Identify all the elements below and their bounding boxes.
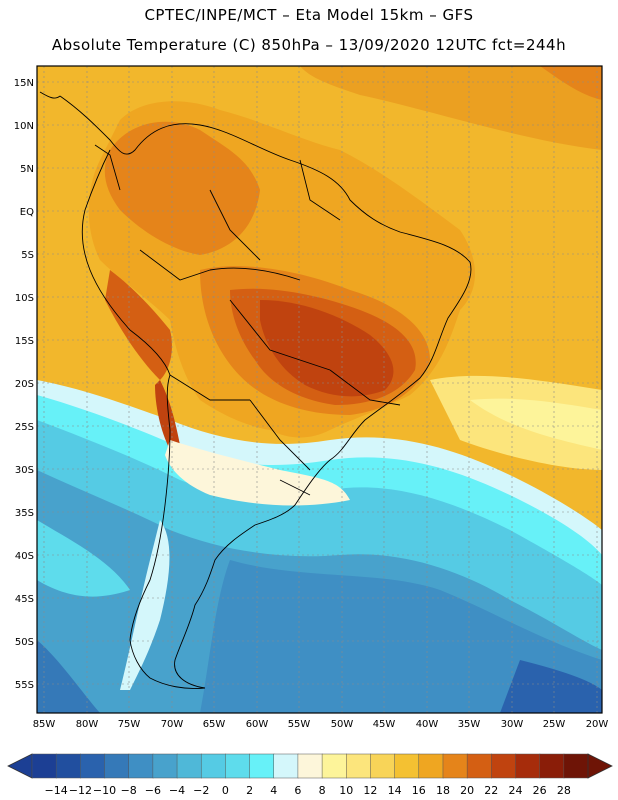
lon-label: 35W xyxy=(458,719,481,730)
colorbar-swatch xyxy=(225,753,251,779)
temperature-field xyxy=(37,66,602,713)
colorbar xyxy=(7,753,613,779)
lat-label: 20S xyxy=(15,379,34,390)
colorbar-swatch xyxy=(55,753,81,779)
colorbar-label: 20 xyxy=(460,784,474,797)
longitude-labels: 85W 80W 75W 70W 65W 60W 55W 50W 45W 40W … xyxy=(33,719,609,730)
lon-label: 55W xyxy=(288,719,311,730)
lat-label: 25S xyxy=(15,422,34,433)
colorbar-swatch xyxy=(31,753,57,779)
lon-label: 40W xyxy=(416,719,439,730)
colorbar-label: 10 xyxy=(339,784,353,797)
colorbar-label: 24 xyxy=(508,784,522,797)
colorbar-swatch xyxy=(297,753,323,779)
lat-label: 35S xyxy=(15,508,34,519)
colorbar-swatch xyxy=(539,753,565,779)
colorbar-swatch xyxy=(394,753,420,779)
lat-label: 10S xyxy=(15,293,34,304)
lat-label: 15N xyxy=(14,78,34,89)
colorbar-swatch xyxy=(80,753,106,779)
colorbar-label: 18 xyxy=(436,784,450,797)
colorbar-label: 4 xyxy=(270,784,277,797)
colorbar-swatch xyxy=(200,753,227,779)
coastlines-and-borders xyxy=(39,91,472,689)
colorbar-label: 6 xyxy=(294,784,301,797)
lon-label: 60W xyxy=(246,719,269,730)
colorbar-label: 16 xyxy=(412,784,426,797)
lon-label: 70W xyxy=(161,719,184,730)
colorbar-label: −4 xyxy=(169,784,185,797)
chart-title-line-2: Absolute Temperature (C) 850hPa – 13/09/… xyxy=(51,36,567,54)
colorbar-arrow-right xyxy=(587,753,613,779)
colorbar-swatch xyxy=(442,753,468,779)
lat-label: 5S xyxy=(21,250,34,261)
lon-label: 50W xyxy=(331,719,354,730)
lat-label: EQ xyxy=(20,207,34,218)
colorbar-swatch xyxy=(491,753,517,779)
chart-title-line-1: CPTEC/INPE/MCT – Eta Model 15km – GFS xyxy=(144,6,474,24)
colorbar-swatch xyxy=(515,753,541,779)
colorbar-swatch xyxy=(128,753,154,779)
colorbar-label: −14 xyxy=(45,784,68,797)
colorbar-label: 28 xyxy=(557,784,571,797)
latitude-labels: 15N 10N 5N EQ 5S 10S 15S 20S 25S 30S 35S… xyxy=(14,78,34,691)
map-frame xyxy=(36,65,603,714)
colorbar-swatch xyxy=(563,753,589,779)
colorbar-arrow-left xyxy=(7,753,33,779)
lat-label: 50S xyxy=(15,637,34,648)
lat-label: 40S xyxy=(15,551,34,562)
colorbar-labels: −14 −12 −10 −8 −6 −4 −2 0 2 4 6 8 10 12 14 16 18 20 22 24 26… xyxy=(45,784,571,797)
colorbar-label: −8 xyxy=(121,784,137,797)
lon-label: 20W xyxy=(586,719,609,730)
colorbar-swatch xyxy=(176,753,202,779)
colorbar-swatch xyxy=(104,753,130,779)
colorbar-label: 22 xyxy=(484,784,498,797)
colorbar-label: −12 xyxy=(69,784,92,797)
colorbar-swatch xyxy=(321,753,347,779)
colorbar-label: 12 xyxy=(363,784,377,797)
colorbar-swatch xyxy=(370,753,396,779)
lat-label: 15S xyxy=(15,336,34,347)
colorbar-swatch xyxy=(466,753,492,779)
colorbar-swatch xyxy=(152,753,178,779)
colorbar-swatch xyxy=(273,753,299,779)
lat-label: 10N xyxy=(14,121,34,132)
colorbar-label: −10 xyxy=(93,784,116,797)
colorbar-swatch xyxy=(346,753,372,779)
lon-label: 85W xyxy=(33,719,56,730)
colorbar-label: −6 xyxy=(145,784,161,797)
colorbar-swatch xyxy=(418,753,444,779)
lon-label: 65W xyxy=(203,719,226,730)
lat-label: 55S xyxy=(15,680,34,691)
colorbar-label: 0 xyxy=(222,784,229,797)
colorbar-label: 2 xyxy=(246,784,253,797)
colorbar-label: 26 xyxy=(533,784,547,797)
lat-label: 30S xyxy=(15,465,34,476)
lon-label: 30W xyxy=(501,719,524,730)
colorbar-label: 8 xyxy=(319,784,326,797)
lon-label: 80W xyxy=(76,719,99,730)
colorbar-label: −2 xyxy=(193,784,209,797)
lon-label: 75W xyxy=(118,719,141,730)
lon-label: 45W xyxy=(373,719,396,730)
colorbar-label: 14 xyxy=(388,784,402,797)
graticule xyxy=(37,66,602,713)
lat-label: 5N xyxy=(20,164,34,175)
lat-label: 45S xyxy=(15,594,34,605)
lon-label: 25W xyxy=(543,719,566,730)
colorbar-swatch xyxy=(249,753,275,779)
